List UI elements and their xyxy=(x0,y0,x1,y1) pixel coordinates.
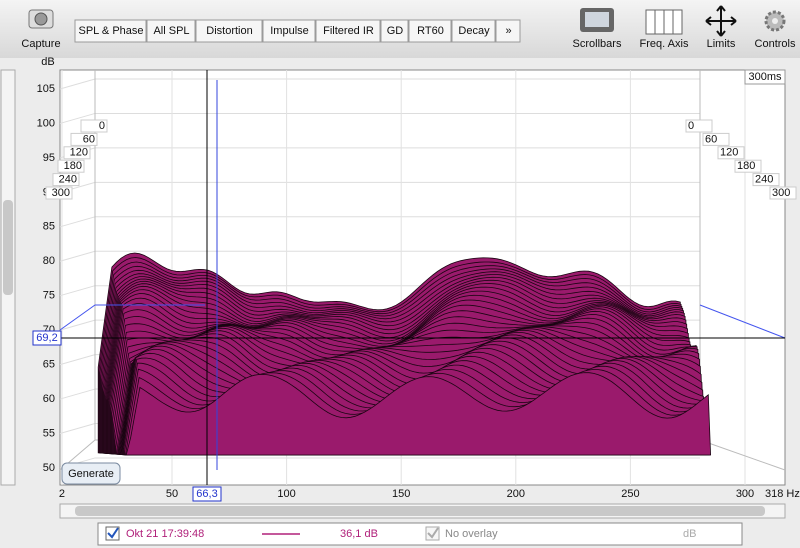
tab-label: SPL & Phase xyxy=(78,25,143,37)
tab-label: Impulse xyxy=(270,25,309,37)
generate-label: Generate xyxy=(68,468,114,480)
tab-label: RT60 xyxy=(417,25,444,37)
x-tick-label: 2 xyxy=(59,488,65,500)
grid-line xyxy=(59,423,96,434)
time-label-box xyxy=(752,173,780,187)
time-label-box xyxy=(52,173,80,187)
y-tick-label: 100 xyxy=(37,117,55,129)
grid-line xyxy=(59,388,96,400)
scroll-thumb-h[interactable] xyxy=(75,506,765,516)
x-tick-label: 150 xyxy=(392,488,410,500)
x-tick-label: 250 xyxy=(621,488,639,500)
time-label-box xyxy=(685,119,713,133)
time-label: 120 xyxy=(70,147,88,159)
time-label-box xyxy=(57,159,85,173)
tab-button[interactable] xyxy=(74,19,147,43)
time-label-box xyxy=(70,132,98,146)
time-label: 240 xyxy=(755,174,773,186)
legend-bar xyxy=(97,522,743,546)
y-tick-label: 95 xyxy=(43,152,55,164)
time-span-box xyxy=(744,69,786,85)
time-label: 180 xyxy=(737,160,755,172)
tool-label: Scrollbars xyxy=(573,38,622,50)
time-label-box xyxy=(80,119,108,133)
time-label-box xyxy=(702,132,730,146)
grid-line xyxy=(59,319,96,331)
y-unit: dB xyxy=(41,56,54,68)
x-tick-label: 50 xyxy=(166,488,178,500)
time-label-box xyxy=(717,146,745,160)
tab-label: Filtered IR xyxy=(323,25,374,37)
x-tick-label: 100 xyxy=(277,488,295,500)
time-label-box xyxy=(734,159,762,173)
tab-label: Decay xyxy=(458,25,490,37)
time-label: 240 xyxy=(59,174,77,186)
tab-button[interactable] xyxy=(495,19,521,43)
time-span: 300ms xyxy=(748,71,782,83)
y-tick-label: 75 xyxy=(43,290,55,302)
time-label: 120 xyxy=(720,147,738,159)
x-end-label: 318 Hz xyxy=(765,488,800,500)
tab-button[interactable] xyxy=(315,19,381,43)
capture-button[interactable]: Capture xyxy=(21,9,61,50)
tab-label: » xyxy=(505,25,511,37)
time-label-box xyxy=(45,186,73,200)
tool-label: Controls xyxy=(755,38,796,50)
tab-label: GD xyxy=(387,25,404,37)
cursor-x-box xyxy=(192,486,222,502)
scroll-thumb[interactable] xyxy=(3,200,13,295)
grid-line xyxy=(59,285,96,297)
measurement-date: Okt 21 17:39:48 xyxy=(126,528,204,540)
tab-button[interactable] xyxy=(262,19,316,43)
cursor-y-label: 69,2 xyxy=(36,332,57,344)
controls-icon[interactable] xyxy=(764,10,786,32)
time-label-box xyxy=(63,146,91,160)
tab-button[interactable] xyxy=(195,19,263,43)
scrollbars-icon[interactable] xyxy=(580,8,614,32)
time-label: 60 xyxy=(705,133,717,145)
y-tick-label: 85 xyxy=(43,221,55,233)
time-label: 180 xyxy=(64,160,82,172)
y-tick-label: 65 xyxy=(43,359,55,371)
generate-button[interactable]: Generate xyxy=(61,462,121,485)
time-label: 0 xyxy=(688,120,694,132)
tab-label: All SPL xyxy=(153,25,189,37)
x-tick-label: 300 xyxy=(736,488,754,500)
y-tick-label: 55 xyxy=(43,427,55,439)
limits-icon[interactable] xyxy=(705,5,737,37)
time-label: 0 xyxy=(99,120,105,132)
x-tick-label: 200 xyxy=(507,488,525,500)
freq-axis-icon[interactable] xyxy=(645,9,683,35)
tab-button[interactable] xyxy=(380,19,409,43)
time-label: 60 xyxy=(83,133,95,145)
tab-button[interactable] xyxy=(408,19,452,43)
y-tick-label: 80 xyxy=(43,255,55,267)
time-label-box xyxy=(769,186,797,200)
cursor-x-label: 66,3 xyxy=(196,488,217,500)
y-tick-label: 105 xyxy=(37,83,55,95)
tab-label: Distortion xyxy=(206,25,252,37)
tab-button[interactable] xyxy=(451,19,496,43)
grid-line xyxy=(59,250,96,262)
grid-line xyxy=(59,354,96,366)
tool-label: Freq. Axis xyxy=(640,38,689,50)
time-label: 300 xyxy=(772,187,790,199)
waterfall-slice xyxy=(125,372,712,456)
grid-line xyxy=(59,112,96,124)
cursor-y-box xyxy=(32,330,62,346)
grid-line xyxy=(59,78,96,90)
level-value: 36,1 dB xyxy=(340,528,378,540)
overlay-label: No overlay xyxy=(445,528,498,540)
tab-button[interactable] xyxy=(146,19,196,43)
time-label: 300 xyxy=(52,187,70,199)
legend-unit: dB xyxy=(683,528,696,540)
level-line xyxy=(59,304,786,339)
capture-label: Capture xyxy=(21,38,60,50)
tool-label: Limits xyxy=(707,38,736,50)
y-tick-label: 50 xyxy=(43,462,55,474)
grid-line xyxy=(59,216,96,228)
y-tick-label: 60 xyxy=(43,393,55,405)
